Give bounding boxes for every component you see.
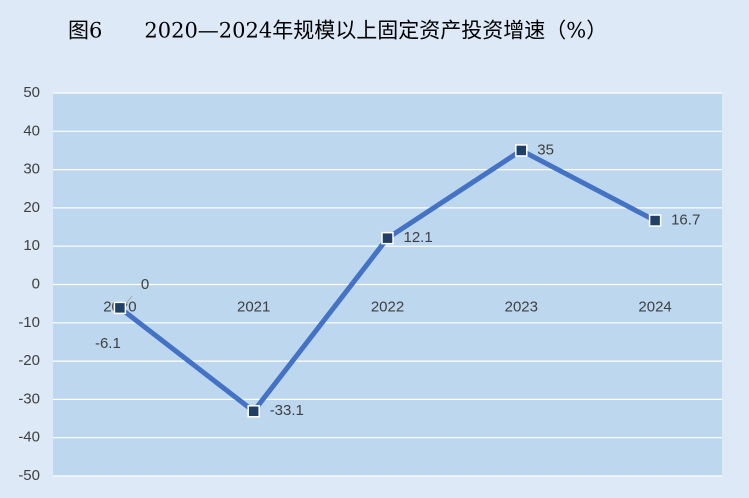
point-marker xyxy=(247,405,260,418)
y-tick-label: -30 xyxy=(18,390,40,407)
y-tick-label: -50 xyxy=(18,467,40,484)
x-tick-label: 2024 xyxy=(638,298,671,315)
y-tick-label: 10 xyxy=(23,237,40,254)
y-tick-label: 20 xyxy=(23,199,40,216)
point-marker xyxy=(113,301,127,315)
y-tick-label: 40 xyxy=(23,122,40,139)
annotation: 0 xyxy=(141,276,149,293)
y-tick-label: 0 xyxy=(32,275,40,292)
point-marker xyxy=(381,231,394,245)
y-tick-label: -20 xyxy=(18,352,40,369)
data-label: -33.1 xyxy=(270,402,304,419)
y-tick-label: 50 xyxy=(23,84,40,101)
data-label: 35 xyxy=(537,141,554,158)
y-tick-label: -10 xyxy=(18,314,40,331)
x-tick-label: 2022 xyxy=(371,298,404,315)
data-label: 12.1 xyxy=(404,229,433,246)
point-marker xyxy=(515,144,528,157)
y-tick-label: -40 xyxy=(18,429,40,446)
x-tick-label: 2023 xyxy=(505,298,538,315)
data-label: 16.7 xyxy=(671,212,700,229)
x-tick-label: 2021 xyxy=(237,298,270,315)
point-marker xyxy=(648,214,662,227)
data-label: -6.1 xyxy=(95,335,121,352)
y-tick-label: 30 xyxy=(23,161,40,178)
chart-title: 图6 2020—2024年规模以上固定资产投资增速（%） xyxy=(68,19,607,43)
